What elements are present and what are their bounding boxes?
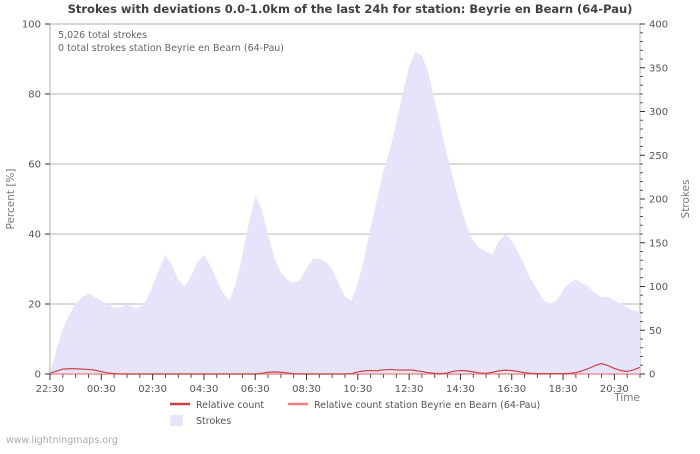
legend-label: Relative count	[196, 400, 264, 411]
x-axis-label: Time	[613, 392, 640, 404]
legend-item: Relative count station Beyrie en Bearn (…	[288, 400, 540, 411]
xtick-label-0430: 04:30	[189, 384, 218, 395]
xtick-label-2030: 20:30	[600, 384, 629, 395]
watermark-footer: www.lightningmaps.org	[6, 435, 118, 446]
ytick-right-label-100: 100	[649, 282, 668, 293]
ytick-left-label-60: 60	[28, 160, 41, 171]
xtick-label-1630: 16:30	[497, 384, 526, 395]
x-axis: 22:30 00:30 02:30 04:30 06:30 08:30 10:30 12:30…	[36, 374, 641, 395]
y-axis-right: 0 50 100 150 200 250 300 350 400	[640, 20, 668, 381]
ytick-right-label-250: 250	[649, 151, 668, 162]
xtick-label-1030: 10:30	[343, 384, 372, 395]
ytick-left-label-40: 40	[28, 230, 41, 241]
ytick-right-label-0: 0	[649, 370, 655, 381]
legend-label: Relative count station Beyrie en Bearn (…	[314, 400, 540, 411]
xtick-label-1230: 12:30	[395, 384, 424, 395]
ytick-right-label-200: 200	[649, 195, 668, 206]
annotation-total-strokes: 5,026 total strokes	[58, 30, 147, 41]
annotation-station-strokes: 0 total strokes station Beyrie en Bearn …	[58, 43, 284, 54]
xtick-label-1830: 18:30	[549, 384, 578, 395]
chart-title: Strokes with deviations 0.0-1.0km of the…	[68, 2, 633, 16]
xtick-label-0230: 02:30	[138, 384, 167, 395]
ytick-right-label-300: 300	[649, 107, 668, 118]
xtick-label-0630: 06:30	[241, 384, 270, 395]
y-axis-left: 0 20 40 60 80 100	[22, 20, 50, 381]
ytick-right-label-150: 150	[649, 238, 668, 249]
ytick-right-label-400: 400	[649, 20, 668, 31]
strokes-area-path	[50, 52, 640, 374]
annotations: 5,026 total strokes 0 total strokes stat…	[58, 30, 284, 54]
ytick-left-label-0: 0	[35, 370, 41, 381]
legend-item: Relative count	[170, 400, 264, 411]
strokes-area-series	[50, 52, 640, 374]
legend-label: Strokes	[196, 416, 231, 427]
ytick-right-label-50: 50	[649, 326, 662, 337]
y-axis-right-label: Strokes	[680, 180, 692, 219]
legend-swatch-area	[170, 415, 183, 426]
xtick-label-0830: 08:30	[292, 384, 321, 395]
legend-item: Strokes	[170, 415, 231, 427]
ytick-right-label-350: 350	[649, 63, 668, 74]
y-axis-left-label: Percent [%]	[5, 168, 17, 229]
xtick-label-0030: 00:30	[87, 384, 116, 395]
xtick-label-1430: 14:30	[446, 384, 475, 395]
ytick-left-label-100: 100	[22, 20, 41, 31]
ytick-left-label-20: 20	[28, 300, 41, 311]
ytick-left-label-80: 80	[28, 90, 41, 101]
xtick-label-2230: 22:30	[36, 384, 65, 395]
chart-legend: Relative count Relative count station Bey…	[170, 400, 540, 427]
